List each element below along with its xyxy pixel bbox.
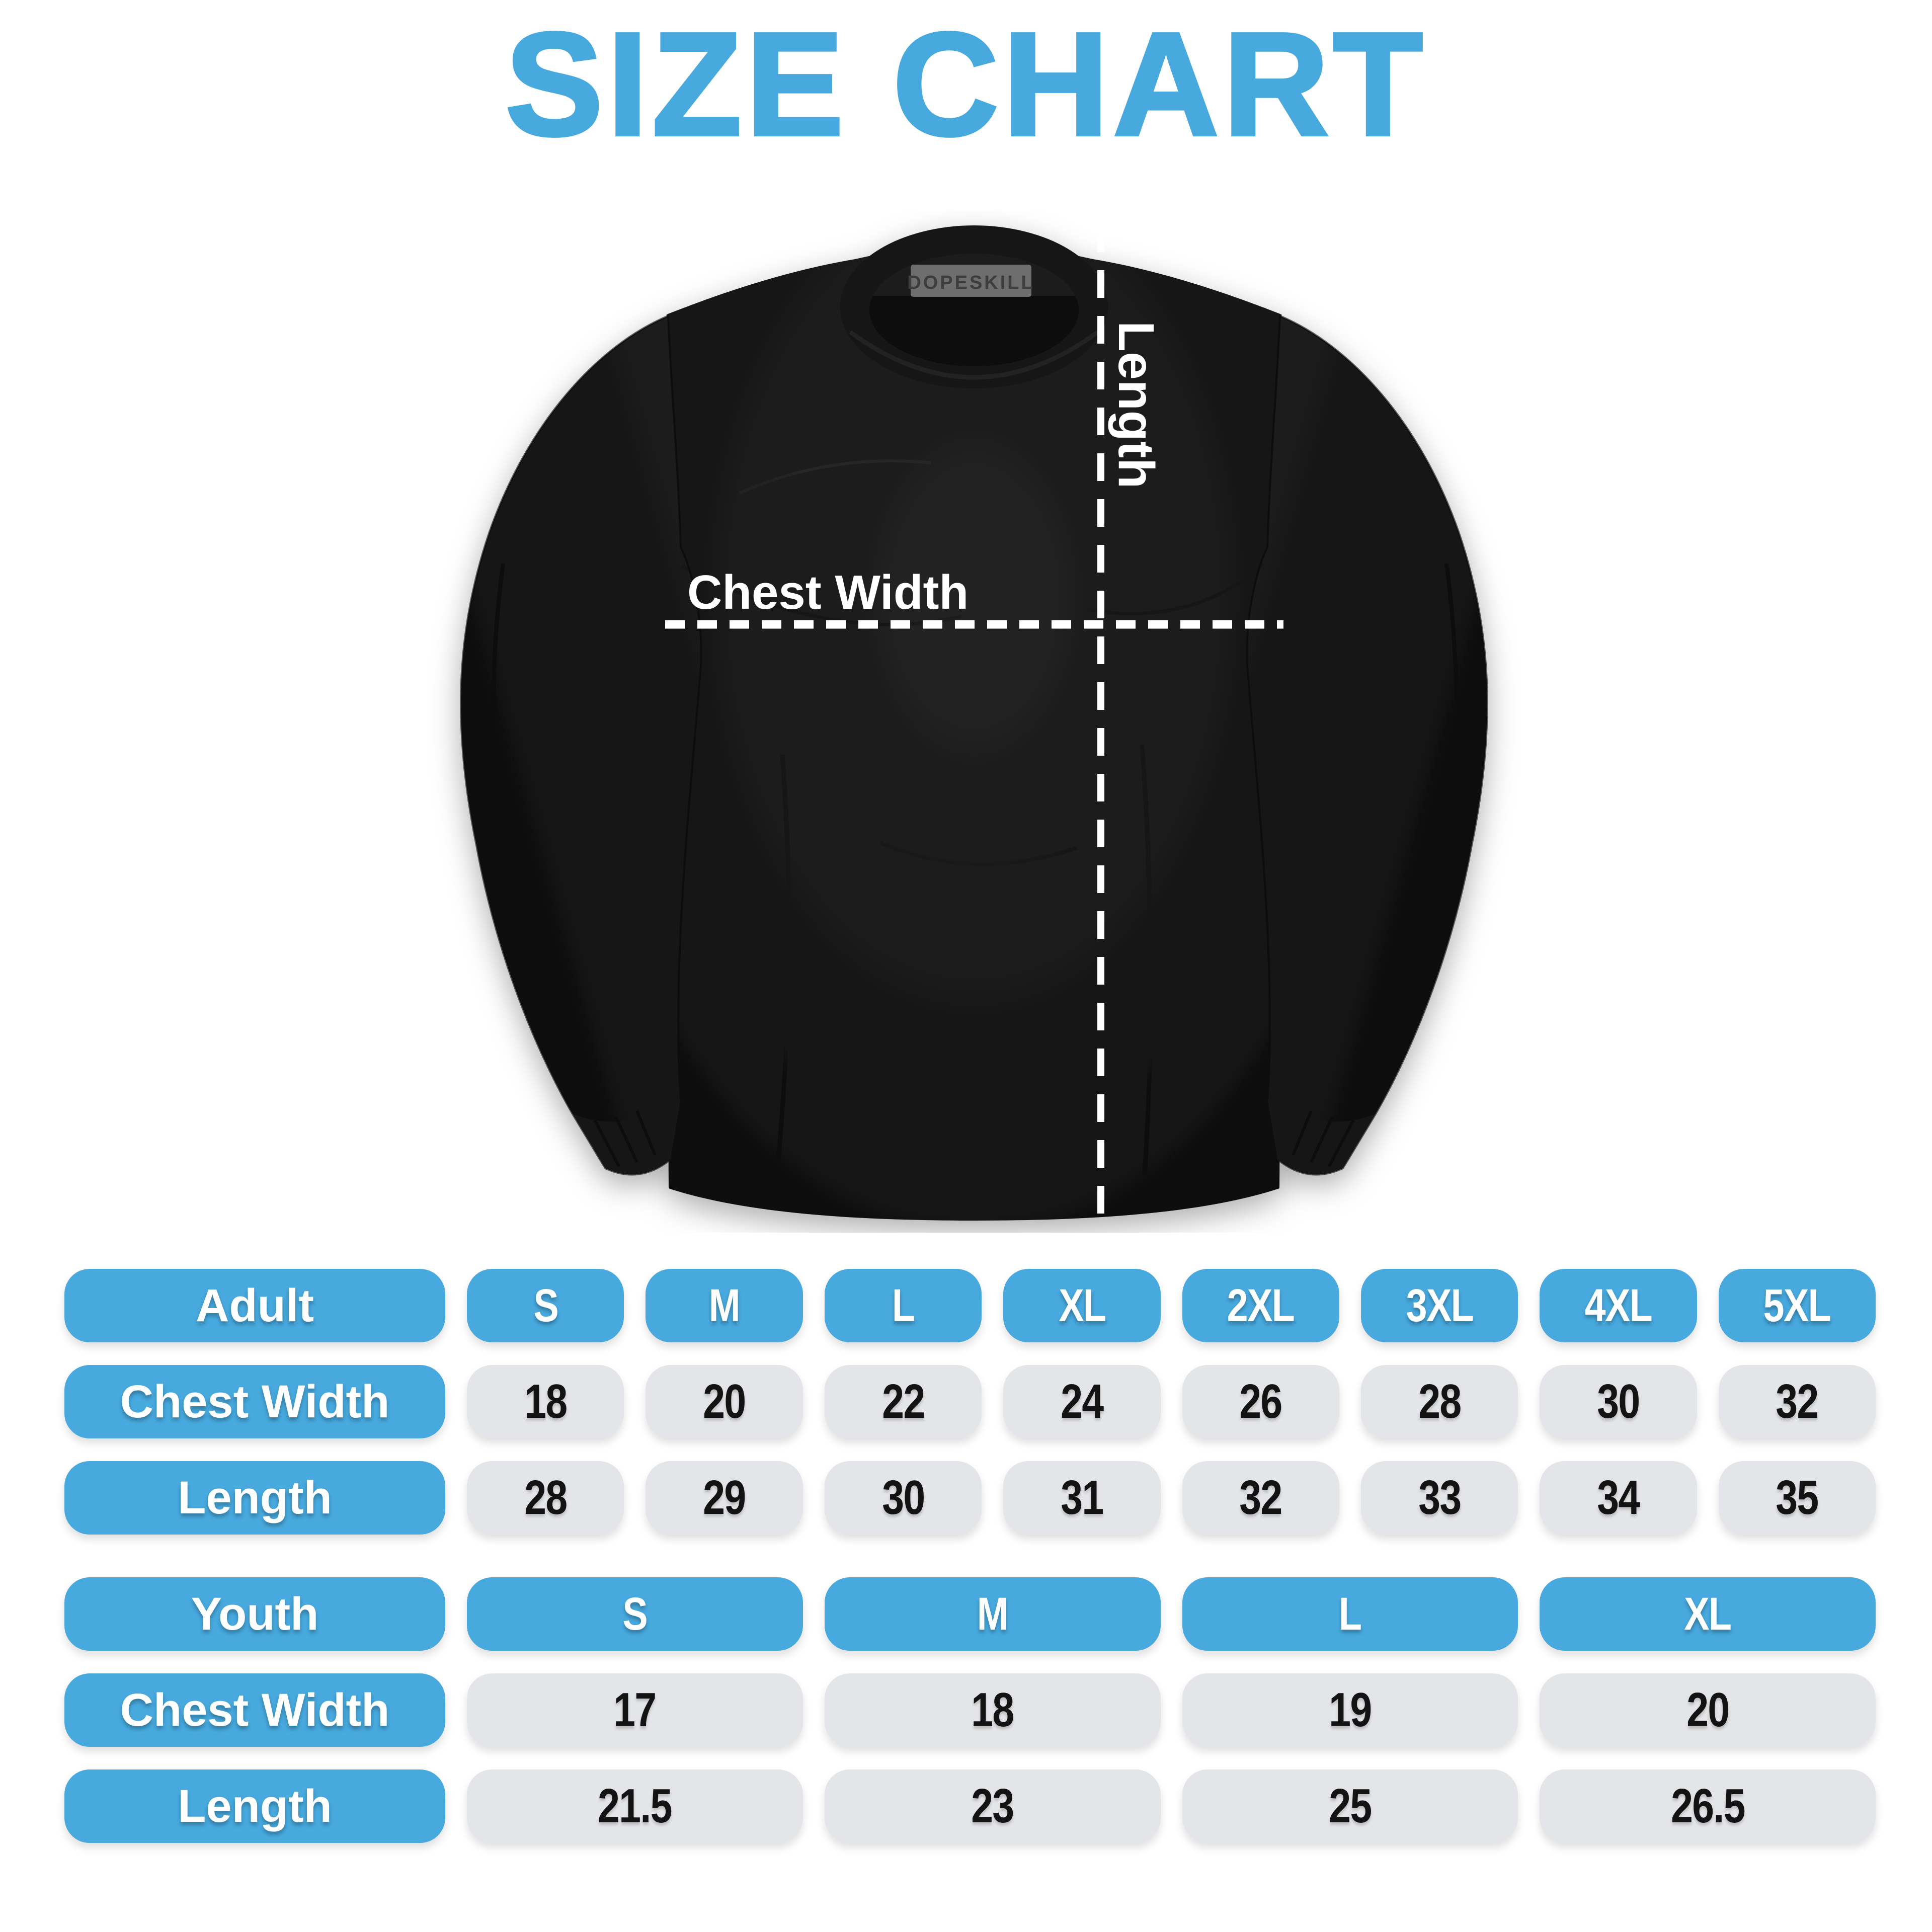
- fabric-highlight: [739, 459, 931, 495]
- adult-size-header-l: L: [824, 1269, 982, 1342]
- adult-chest-width-value: 24: [1003, 1365, 1161, 1438]
- adult-length-value: 29: [646, 1461, 803, 1535]
- adult-size-header-2xl: 2XL: [1182, 1269, 1339, 1342]
- adult-length-label-cell: Length: [64, 1461, 445, 1535]
- shirt-torso: [660, 245, 1289, 1221]
- adult-length-value: 32: [1182, 1461, 1339, 1535]
- youth-size-table: Youth S M L XL Chest Width 17 18 19 20 L…: [64, 1577, 1876, 1843]
- youth-size-header-xl: XL: [1540, 1577, 1876, 1651]
- adult-length-value: 30: [824, 1461, 982, 1535]
- adult-chest-width-value: 22: [824, 1365, 982, 1438]
- youth-length-value: 26.5: [1540, 1769, 1876, 1843]
- brand-label-text: DOPESKILL: [907, 272, 1034, 293]
- collar-rib-seam: [849, 330, 1099, 380]
- youth-chest-width-value: 17: [467, 1673, 803, 1747]
- left-cuff-ribs: [593, 1110, 657, 1167]
- adult-chest-width-value: 30: [1540, 1365, 1697, 1438]
- youth-chest-width-value: 20: [1540, 1673, 1876, 1747]
- right-cuff-ribs: [1292, 1110, 1355, 1167]
- adult-size-header-s: S: [467, 1269, 624, 1342]
- shirt-graphic: DOPESKILL Chest Width Length: [460, 224, 1488, 1222]
- shirt-left-sleeve: [460, 314, 702, 1176]
- shirt-diagram: DOPESKILL Chest Width Length: [428, 211, 1524, 1233]
- chest-width-label: Chest Width: [687, 566, 969, 619]
- page-title: SIZE CHART: [504, 2, 1427, 166]
- youth-length-row: Length 21.5 23 25 26.5: [64, 1769, 1876, 1843]
- youth-chest-width-label-cell: Chest Width: [64, 1673, 445, 1747]
- youth-size-header-m: M: [824, 1577, 1161, 1651]
- adult-header-row: Adult S M L XL 2XL 3XL 4XL 5XL: [64, 1269, 1876, 1342]
- adult-chest-width-value: 28: [1360, 1365, 1518, 1438]
- adult-size-table: Adult S M L XL 2XL 3XL 4XL 5XL Chest Wid…: [64, 1269, 1876, 1535]
- adult-length-value: 31: [1003, 1461, 1161, 1535]
- adult-size-header-xl: XL: [1003, 1269, 1161, 1342]
- youth-size-header-s: S: [467, 1577, 803, 1651]
- youth-chest-width-value: 18: [824, 1673, 1161, 1747]
- adult-length-value: 28: [467, 1461, 624, 1535]
- youth-chest-width-value: 19: [1182, 1673, 1518, 1747]
- adult-chest-width-value: 20: [646, 1365, 803, 1438]
- size-tables: Adult S M L XL 2XL 3XL 4XL 5XL Chest Wid…: [64, 1269, 1876, 1866]
- adult-chest-width-value: 32: [1718, 1365, 1876, 1438]
- youth-length-value: 21.5: [467, 1769, 803, 1843]
- adult-length-row: Length 28 29 30 31 32 33 34 35: [64, 1461, 1876, 1535]
- fabric-folds: [491, 562, 1459, 1175]
- youth-length-label-cell: Length: [64, 1769, 445, 1843]
- adult-chest-width-label-cell: Chest Width: [64, 1365, 445, 1438]
- adult-size-header-3xl: 3XL: [1360, 1269, 1518, 1342]
- brand-label: [911, 265, 1031, 297]
- adult-chest-width-row: Chest Width 18 20 22 24 26 28 30 32: [64, 1365, 1876, 1438]
- adult-table-title-cell: Adult: [64, 1269, 445, 1342]
- adult-length-value: 35: [1718, 1461, 1876, 1535]
- youth-length-value: 23: [824, 1769, 1161, 1843]
- adult-size-header-5xl: 5XL: [1718, 1269, 1876, 1342]
- shirt-right-sleeve: [1246, 314, 1488, 1176]
- adult-size-header-m: M: [646, 1269, 803, 1342]
- adult-chest-width-value: 18: [467, 1365, 624, 1438]
- adult-chest-width-value: 26: [1182, 1365, 1339, 1438]
- youth-length-value: 25: [1182, 1769, 1518, 1843]
- adult-length-value: 34: [1540, 1461, 1697, 1535]
- youth-chest-width-row: Chest Width 17 18 19 20: [64, 1673, 1876, 1747]
- adult-size-header-4xl: 4XL: [1540, 1269, 1697, 1342]
- youth-size-header-l: L: [1182, 1577, 1518, 1651]
- adult-length-value: 33: [1360, 1461, 1518, 1535]
- youth-table-title-cell: Youth: [64, 1577, 445, 1651]
- youth-header-row: Youth S M L XL: [64, 1577, 1876, 1651]
- length-label: Length: [1108, 321, 1164, 489]
